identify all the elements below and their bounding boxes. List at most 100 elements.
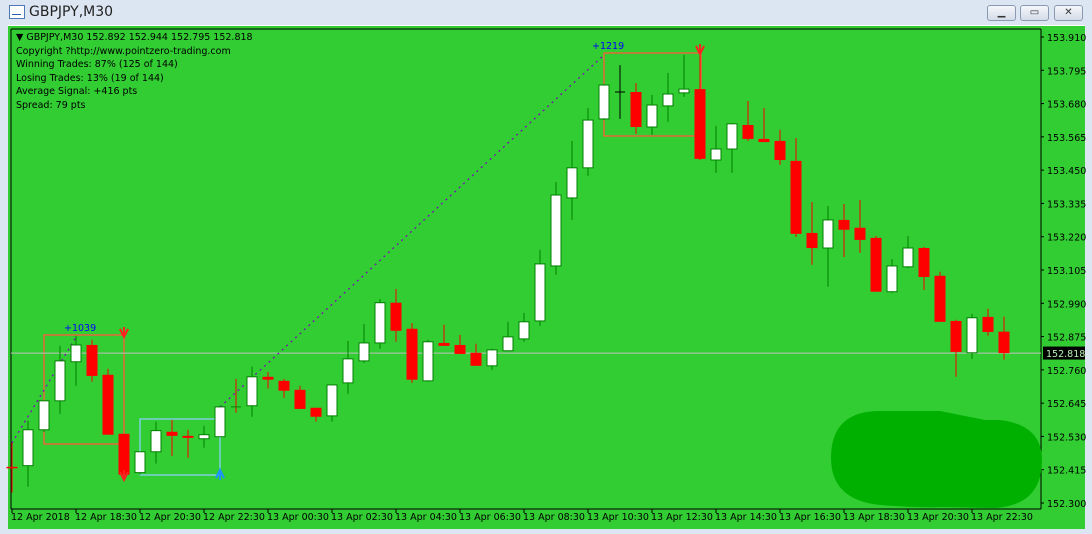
candle-body	[182, 435, 194, 438]
chart-window-icon	[9, 5, 25, 19]
candle-body	[518, 321, 530, 340]
sell-arrow-icon	[119, 470, 129, 483]
time-tick-label: 13 Apr 02:30	[331, 512, 393, 523]
time-tick-label: 13 Apr 06:30	[459, 512, 521, 523]
candle-body	[86, 344, 98, 376]
candle-body	[838, 219, 850, 230]
candle-body	[774, 140, 786, 161]
candle-body	[742, 124, 754, 139]
candle-body	[438, 342, 450, 346]
candle-body	[214, 406, 226, 438]
price-tick-label: 153.220	[1047, 233, 1086, 244]
price-tick-label: 153.910	[1047, 33, 1086, 44]
candle-body	[390, 302, 402, 331]
candle-body	[262, 376, 274, 380]
close-button[interactable]: ✕	[1054, 5, 1083, 21]
candle-body	[342, 358, 354, 384]
candle-body	[150, 430, 162, 453]
price-tick-label: 152.875	[1047, 333, 1086, 344]
restore-icon: ▭	[1029, 7, 1040, 18]
current-price-tag	[1043, 346, 1085, 360]
ohlc-header: GBPJPY,M30 152.892 152.944 152.795 152.8…	[26, 32, 253, 43]
candle-body	[710, 148, 722, 161]
candle-body	[534, 263, 546, 322]
candle-body	[806, 232, 818, 249]
candle-body	[374, 302, 386, 344]
time-tick-label: 13 Apr 18:30	[843, 512, 905, 523]
signal-box	[139, 418, 221, 476]
candle-body	[294, 389, 306, 409]
candle-body	[278, 380, 290, 391]
close-icon: ✕	[1064, 7, 1073, 18]
candle-body	[886, 265, 898, 293]
losing-trades: Losing Trades: 13% (19 of 144)	[16, 72, 164, 84]
signal-profit-label: +1039	[64, 323, 96, 334]
time-tick-label: 13 Apr 22:30	[971, 512, 1033, 523]
price-tick-label: 153.680	[1047, 100, 1086, 111]
price-tick-label: 152.530	[1047, 432, 1086, 443]
price-tick-label: 152.990	[1047, 299, 1086, 310]
sell-arrow-icon	[695, 44, 705, 57]
time-tick-label: 13 Apr 10:30	[587, 512, 649, 523]
time-tick-label: 12 Apr 2018	[11, 512, 70, 523]
symbol-header: ▼ GBPJPY,M30 152.892 152.944 152.795 152…	[16, 31, 253, 45]
candle-body	[198, 434, 210, 440]
time-tick-label: 13 Apr 00:30	[267, 512, 329, 523]
signal-box	[43, 334, 125, 445]
candle-body	[966, 317, 978, 354]
time-tick-label: 12 Apr 18:30	[75, 512, 137, 523]
candle-body	[982, 316, 994, 332]
price-tick-label: 153.450	[1047, 166, 1086, 177]
candle-body	[790, 160, 802, 234]
info-panel: ▼ GBPJPY,M30 152.892 152.944 152.795 152…	[16, 31, 253, 113]
candle-body	[6, 466, 18, 469]
candle-body	[358, 342, 370, 362]
candle-body	[70, 344, 82, 363]
price-tick-label: 153.565	[1047, 133, 1086, 144]
price-tick-label: 153.335	[1047, 199, 1086, 210]
candle-body	[662, 93, 674, 107]
minimize-icon: ▁	[997, 7, 1006, 18]
candle-body	[934, 275, 946, 322]
price-tick-label: 153.105	[1047, 266, 1086, 277]
time-tick-label: 12 Apr 20:30	[139, 512, 201, 523]
candle-body	[54, 360, 66, 402]
collapse-triangle-icon[interactable]: ▼	[16, 32, 27, 43]
candle-body	[822, 219, 834, 249]
time-tick-label: 13 Apr 14:30	[715, 512, 777, 523]
candle-body	[310, 407, 322, 417]
time-tick-label: 12 Apr 22:30	[203, 512, 265, 523]
window-title: GBPJPY,M30	[29, 4, 114, 20]
candle-body	[502, 336, 514, 352]
candle-body	[694, 89, 706, 159]
candle-body	[102, 374, 114, 435]
candle-body	[134, 451, 146, 474]
winning-trades: Winning Trades: 87% (125 of 144)	[16, 59, 178, 71]
price-tick-label: 152.300	[1047, 499, 1086, 510]
title-bar: GBPJPY,M30 ▁ ▭ ✕	[0, 0, 1092, 25]
candle-body	[326, 384, 338, 417]
candle-body	[166, 431, 178, 436]
restore-button[interactable]: ▭	[1020, 5, 1049, 21]
sell-arrow-icon	[119, 327, 129, 340]
time-tick-label: 13 Apr 04:30	[395, 512, 457, 523]
candle-body	[598, 84, 610, 120]
candle-body	[118, 433, 130, 475]
signal-trend-line	[11, 336, 77, 444]
candle-body	[470, 352, 482, 366]
candle-body	[646, 104, 658, 128]
candle-body	[998, 331, 1010, 354]
price-tick-label: 152.760	[1047, 366, 1086, 377]
time-tick-label: 13 Apr 16:30	[779, 512, 841, 523]
candle-body	[454, 344, 466, 354]
time-tick-label: 13 Apr 08:30	[523, 512, 585, 523]
candle-body	[22, 429, 34, 467]
candle-body	[422, 341, 434, 382]
overlay-blob	[831, 411, 1042, 508]
candle-body	[246, 376, 258, 407]
candle-body	[758, 138, 770, 143]
candle-body	[38, 400, 50, 431]
copyright-line: Copyright ?http://www.pointzero-trading.…	[16, 45, 231, 57]
minimize-button[interactable]: ▁	[987, 5, 1016, 21]
